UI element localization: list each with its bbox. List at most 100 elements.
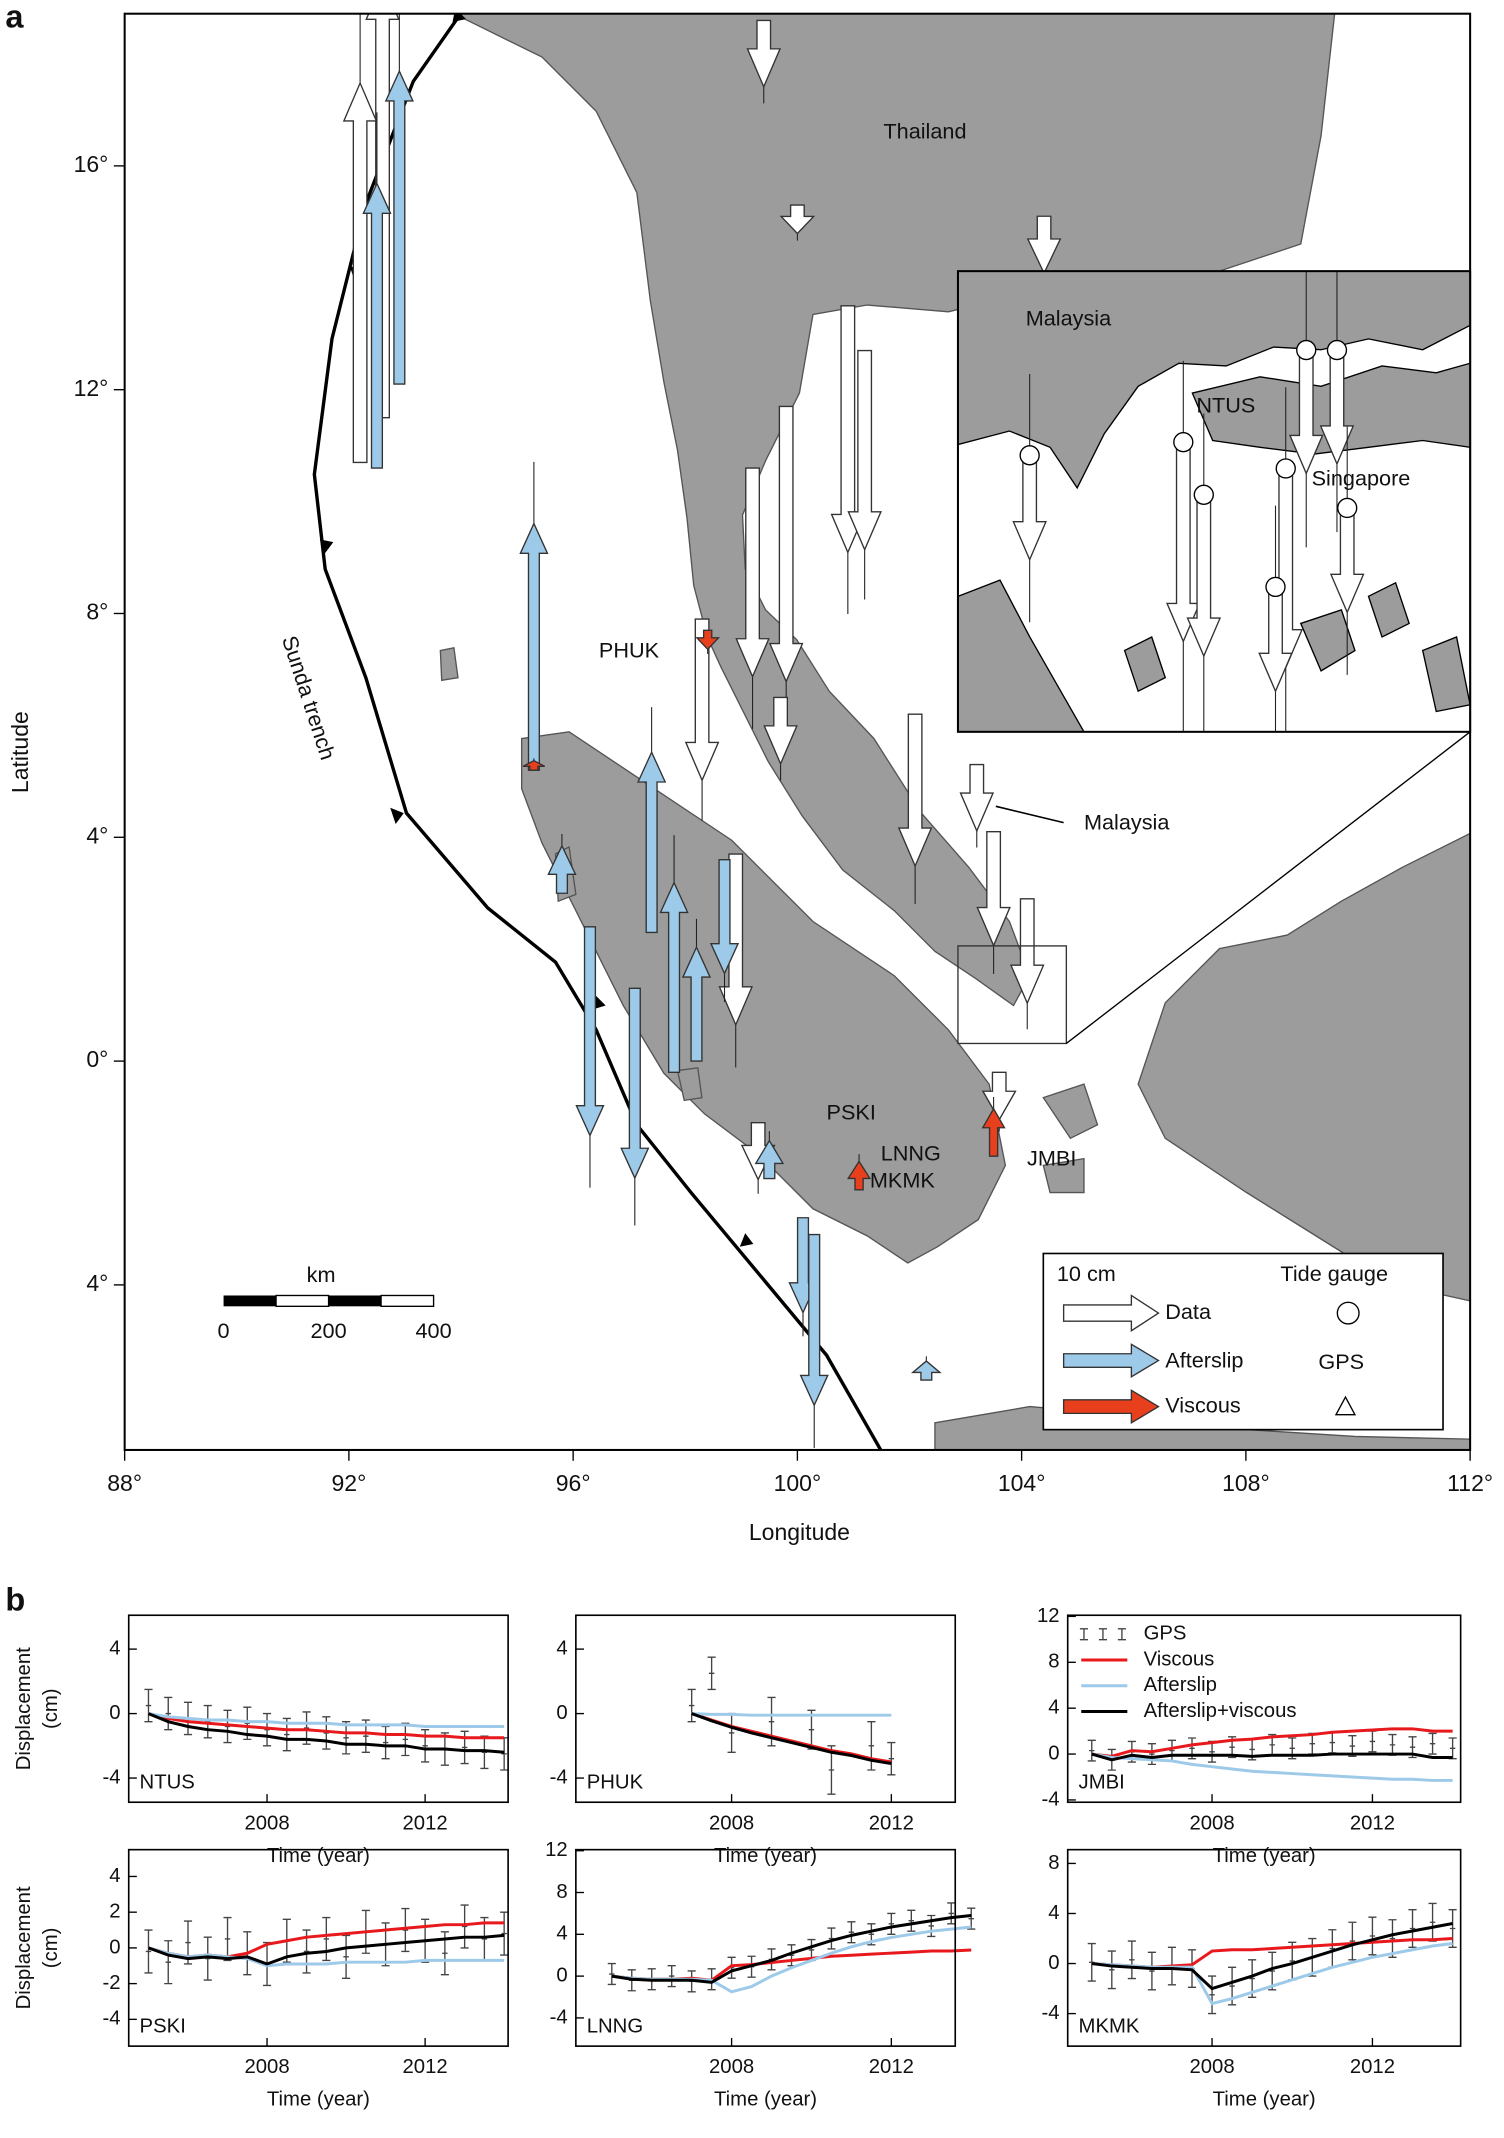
scale-unit: km [307, 1262, 336, 1287]
error-bar [342, 1934, 351, 1979]
x-axis-title: Time (year) [714, 2089, 817, 2111]
error-bar [164, 1696, 173, 1731]
error-bar [302, 1711, 311, 1745]
viscous-arrow [522, 759, 546, 771]
station-label: PSKI [140, 2016, 186, 2038]
station-label: JMBI [1027, 1146, 1076, 1171]
plot-frame [575, 1848, 957, 2047]
x-axis-title: Time (year) [1213, 1845, 1316, 1867]
station-marker [1193, 484, 1214, 505]
data-arrow [847, 349, 882, 552]
afterslip-arrow [709, 858, 740, 976]
series-line [147, 1933, 505, 1966]
error-bar [144, 1688, 153, 1723]
error-bar [203, 1936, 212, 1981]
y-tick-label: 0 [1048, 1952, 1059, 1974]
x-axis-title: Time (year) [267, 2089, 370, 2111]
x-axis-title: Time (year) [267, 1845, 370, 1867]
station-marker [1019, 445, 1040, 466]
x-tick-label: 2012 [869, 2056, 914, 2078]
error-bar [927, 1914, 936, 1938]
x-axis-title: Time (year) [714, 1845, 817, 1867]
data-arrow [1319, 349, 1355, 466]
data-arrow [1026, 215, 1062, 275]
afterslip-arrow [547, 844, 577, 894]
x-tick-label: 2012 [1350, 1812, 1395, 1834]
data-arrow [1186, 494, 1222, 658]
scale-tick-label: 200 [311, 1318, 347, 1343]
y-tick-label: -4 [1042, 2002, 1060, 2024]
y-tick-label: 12° [74, 375, 109, 401]
error-bar [223, 1709, 232, 1744]
scale-seg [380, 1294, 435, 1308]
x-tick-label: 2008 [1189, 1812, 1234, 1834]
viscous-arrow [846, 1160, 872, 1191]
legend-label: Tide gauge [1280, 1261, 1388, 1286]
scale-seg [328, 1295, 382, 1307]
legend-label: Afterslip [1144, 1674, 1217, 1696]
panel-label: a [5, 0, 24, 35]
series-line [691, 1712, 892, 1766]
station-label: NTUS [140, 1772, 195, 1794]
error-bar [1348, 1735, 1357, 1758]
y-tick-label: 2 [109, 1901, 120, 1923]
data-arrow [976, 831, 1011, 948]
x-tick-label: 2008 [244, 1812, 289, 1834]
leader-line [995, 805, 1064, 824]
x-tick-label: 88° [107, 1470, 142, 1496]
y-tick-label: 12 [545, 1839, 568, 1861]
legend-symbol [1079, 1628, 1089, 1641]
legend-symbol [1098, 1628, 1107, 1641]
sunda-trench [312, 13, 883, 1450]
x-tick-label: 2012 [1350, 2056, 1395, 2078]
x-tick-label: 96° [556, 1470, 591, 1496]
y-axis-title: (cm) [40, 1928, 62, 1969]
x-axis-title: Time (year) [1213, 2089, 1316, 2111]
data-arrow [1258, 586, 1293, 693]
error-bar [1448, 1737, 1457, 1760]
series-line [611, 1914, 972, 1984]
data-arrow [959, 763, 995, 833]
afterslip-arrow [799, 1233, 829, 1407]
afterslip-arrow [519, 521, 549, 771]
inset-connector [1065, 731, 1471, 1045]
error-bar [500, 1911, 509, 1956]
error-bar [1308, 1732, 1317, 1755]
error-bar [1228, 1736, 1237, 1759]
data-arrow [1288, 349, 1324, 476]
y-tick-label: 4 [1048, 1697, 1059, 1719]
error-bar [223, 1916, 232, 1962]
series-line [148, 1712, 505, 1740]
legend-arrow [1062, 1294, 1160, 1332]
error-bar [867, 1720, 876, 1771]
error-bar [807, 1709, 816, 1750]
error-bar [1228, 1966, 1237, 2006]
error-bar [243, 1706, 252, 1741]
y-tick-label: 0 [1048, 1742, 1059, 1764]
station-marker [1275, 458, 1296, 479]
data-arrow [735, 467, 770, 679]
axis-title: Latitude [7, 711, 33, 793]
country-label: Thailand [883, 119, 966, 144]
y-tick-label: 4 [556, 1637, 567, 1659]
y-axis-title: Displacement [13, 1647, 35, 1770]
x-tick-label: 100° [774, 1470, 822, 1496]
error-bar [480, 1735, 489, 1770]
chart: -4 0 4 8 12 2008 2012 JMBI Time (year) GPS Viscous… [1037, 1605, 1462, 1867]
scale-tick-label: 400 [416, 1318, 452, 1343]
error-bar [1147, 1951, 1156, 1991]
y-tick-label: 8 [1048, 1651, 1059, 1673]
y-tick-label: 0 [556, 1702, 567, 1724]
station-label: PSKI [827, 1100, 876, 1125]
afterslip-arrow [384, 69, 414, 385]
afterslip-arrow [659, 880, 689, 1073]
error-bar [827, 1927, 836, 1950]
error-bar [707, 1656, 716, 1691]
error-bar [887, 1741, 896, 1776]
error-bar [967, 1907, 976, 1930]
station-marker [1326, 339, 1348, 361]
error-bar [1388, 1919, 1397, 1958]
error-bar [440, 1931, 449, 1976]
